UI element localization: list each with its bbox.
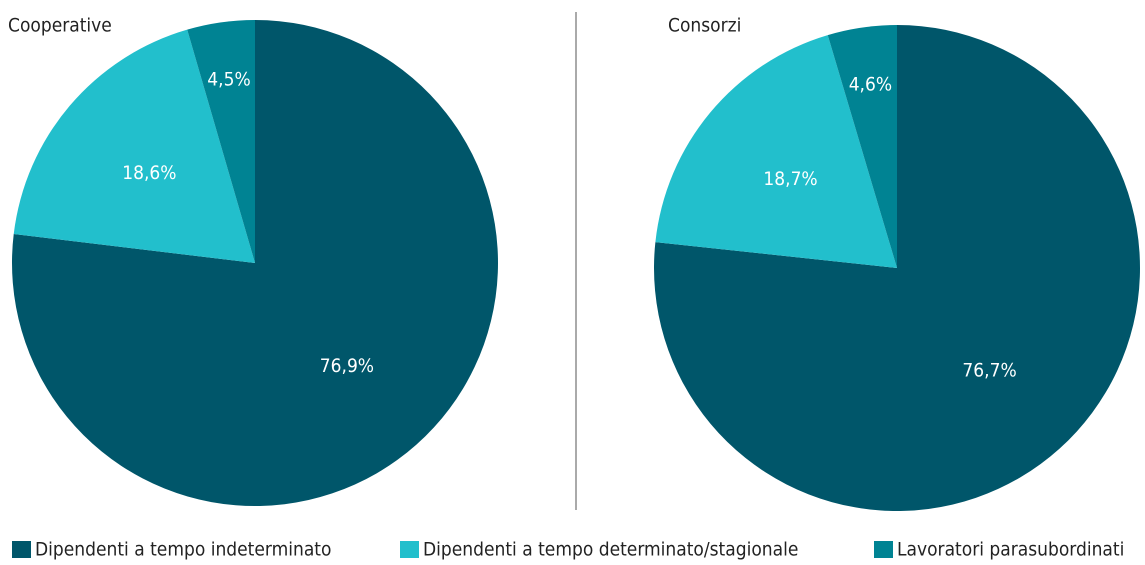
legend-swatch — [12, 541, 31, 558]
value-label: 18,6% — [122, 162, 176, 184]
pie-slice — [655, 35, 897, 268]
value-label: 76,7% — [962, 360, 1016, 382]
chart-title: Consorzi — [668, 15, 741, 37]
value-label: 4,6% — [849, 74, 892, 96]
pie-slice — [187, 20, 255, 263]
pie-slice — [13, 29, 256, 263]
value-label: 4,5% — [207, 69, 250, 91]
legend-label: Lavoratori parasubordinati — [897, 539, 1124, 561]
pie-slice — [827, 25, 897, 268]
legend-swatch — [400, 541, 419, 558]
value-label: 18,7% — [763, 168, 817, 190]
legend-label: Dipendenti a tempo indeterminato — [35, 539, 331, 561]
legend-label: Dipendenti a tempo determinato/stagional… — [423, 539, 798, 561]
chart-title: Cooperative — [8, 15, 112, 37]
value-label: 76,9% — [320, 355, 374, 377]
legend-swatch — [874, 541, 893, 558]
